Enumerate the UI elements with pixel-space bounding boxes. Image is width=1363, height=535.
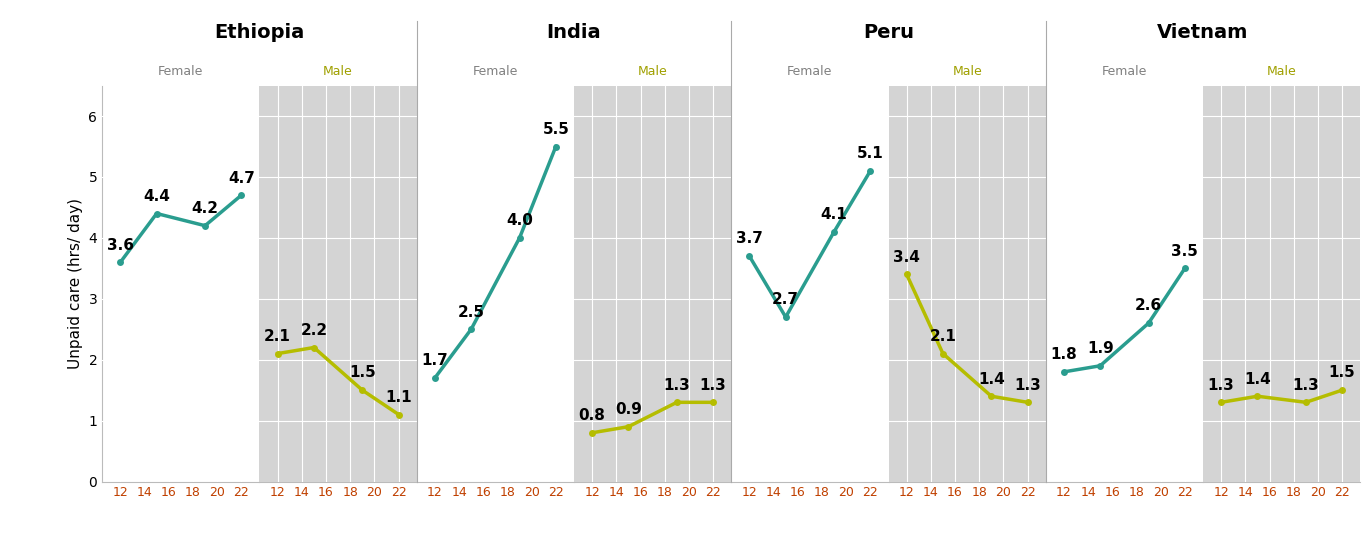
Text: 4.4: 4.4 (143, 189, 170, 204)
Text: 2.1: 2.1 (930, 329, 957, 344)
Text: 1.4: 1.4 (977, 371, 1005, 386)
Text: 4.1: 4.1 (821, 207, 848, 222)
Text: Ethiopia: Ethiopia (214, 22, 304, 42)
Text: 1.1: 1.1 (386, 390, 412, 405)
Text: 2.5: 2.5 (458, 304, 485, 319)
Text: Female: Female (1101, 65, 1148, 78)
Text: India: India (547, 22, 601, 42)
Text: Vietnam: Vietnam (1157, 22, 1249, 42)
Text: 5.5: 5.5 (542, 122, 570, 137)
Text: 3.6: 3.6 (106, 238, 134, 253)
Text: 0.8: 0.8 (579, 408, 605, 423)
Text: 2.2: 2.2 (300, 323, 327, 338)
Text: 4.7: 4.7 (228, 171, 255, 186)
Text: 1.7: 1.7 (421, 353, 448, 368)
Text: Male: Male (953, 65, 981, 78)
Text: 3.5: 3.5 (1171, 243, 1198, 258)
Text: 4.0: 4.0 (506, 213, 533, 228)
Text: 1.9: 1.9 (1086, 341, 1114, 356)
Text: 5.1: 5.1 (857, 146, 883, 161)
Text: 2.7: 2.7 (773, 292, 799, 307)
Text: 3.7: 3.7 (736, 232, 763, 247)
Text: 1.3: 1.3 (1292, 378, 1319, 393)
Text: 0.9: 0.9 (615, 402, 642, 417)
Text: 1.8: 1.8 (1051, 347, 1077, 362)
Text: Peru: Peru (863, 22, 915, 42)
Text: 1.3: 1.3 (664, 378, 690, 393)
Text: 1.3: 1.3 (699, 378, 726, 393)
Text: 3.4: 3.4 (893, 250, 920, 265)
Y-axis label: Unpaid care (hrs/ day): Unpaid care (hrs/ day) (68, 198, 83, 369)
Text: Female: Female (158, 65, 203, 78)
Text: Male: Male (323, 65, 353, 78)
Text: Male: Male (1266, 65, 1296, 78)
Text: Female: Female (473, 65, 518, 78)
Text: 1.3: 1.3 (1014, 378, 1041, 393)
Text: Male: Male (638, 65, 668, 78)
Text: 4.2: 4.2 (192, 201, 218, 216)
Text: 2.6: 2.6 (1135, 299, 1163, 314)
Text: 2.1: 2.1 (264, 329, 292, 344)
Text: 1.3: 1.3 (1208, 378, 1235, 393)
Text: 1.4: 1.4 (1244, 371, 1270, 386)
Text: 1.5: 1.5 (1329, 365, 1356, 380)
Text: Female: Female (788, 65, 833, 78)
Text: 1.5: 1.5 (349, 365, 376, 380)
